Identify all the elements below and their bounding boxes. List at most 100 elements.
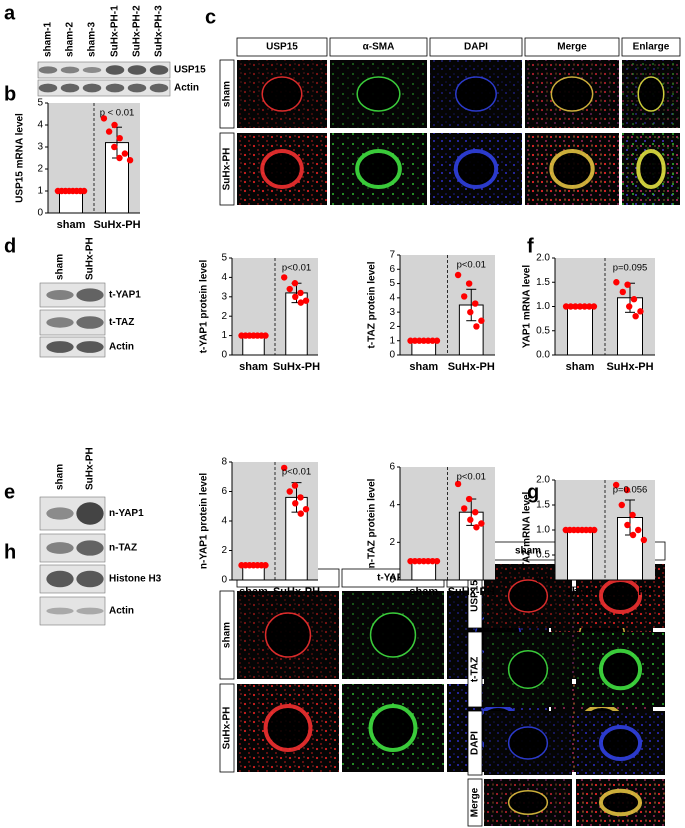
y-tick-label: 6: [221, 486, 227, 497]
data-point: [100, 115, 108, 122]
blot-row-label: Actin: [174, 83, 199, 94]
lane-label: sham: [55, 254, 66, 280]
blot-band: [38, 83, 58, 93]
blot-band: [149, 65, 169, 75]
row-header-label: USP15: [470, 580, 481, 612]
x-tick-label: SuHx-PH: [273, 361, 320, 373]
y-tick-label: 4: [389, 499, 395, 510]
blot-band: [46, 290, 74, 300]
data-point: [262, 332, 269, 339]
data-point: [297, 510, 304, 517]
data-point: [626, 303, 633, 310]
data-point: [635, 526, 642, 534]
data-point: [420, 557, 427, 565]
data-point: [612, 481, 620, 489]
y-axis-label: n-YAP1 protein level: [199, 473, 210, 570]
lane-label: SuHx-PH: [85, 237, 96, 280]
data-point: [407, 557, 414, 565]
data-point: [416, 337, 423, 344]
y-tick-label: 4: [389, 292, 395, 303]
annotation: p<0.01: [282, 263, 311, 274]
blot-band: [76, 288, 104, 302]
row-header-label: sham: [222, 622, 233, 648]
annotation: p=0.095: [613, 263, 648, 274]
blot-row-label: USP15: [174, 65, 206, 76]
data-point: [630, 296, 638, 303]
data-point: [465, 280, 473, 287]
y-tick-label: 0.5: [536, 325, 550, 336]
bar: [59, 190, 83, 214]
blot-row-label: t-TAZ: [109, 317, 134, 328]
data-point: [116, 135, 123, 142]
row-header-label: SuHx-PH: [222, 707, 233, 750]
y-tick-label: 0.5: [536, 550, 550, 561]
lane-label: SuHx-PH-1: [110, 5, 121, 57]
data-point: [590, 303, 598, 310]
data-point: [116, 154, 123, 162]
data-point: [478, 317, 485, 324]
y-tick-label: 0: [221, 575, 227, 586]
micro-vessel: [368, 704, 418, 752]
micro-vessel: [453, 149, 499, 189]
row-header: [219, 59, 235, 129]
data-point: [572, 303, 579, 310]
blot-band: [127, 65, 147, 75]
data-point: [424, 557, 432, 565]
x-tick-label: SuHx-PH: [606, 586, 653, 598]
y-tick-label: 2.0: [536, 253, 550, 264]
x-tick-label: sham: [239, 586, 268, 598]
y-tick-label: 0: [389, 575, 395, 586]
y-tick-label: 1.5: [536, 500, 550, 511]
x-tick-label: sham: [409, 586, 438, 598]
blot-row-label: Actin: [109, 606, 134, 617]
micro-vessel: [636, 149, 666, 189]
micro-vessel: [369, 612, 417, 658]
data-point: [297, 299, 304, 306]
blot-row-label: Actin: [109, 342, 134, 353]
data-point: [429, 557, 436, 565]
x-tick-label: SuHx-PH: [448, 361, 495, 373]
blot-band: [60, 83, 80, 93]
micro-vessel: [598, 725, 643, 761]
y-axis-label: n-TAZ protein level: [367, 478, 378, 568]
x-tick-label: SuHx-PH: [93, 219, 140, 231]
blot-band: [76, 316, 104, 329]
data-point: [292, 293, 299, 300]
y-tick-label: 0.0: [536, 350, 550, 361]
y-tick-label: 1: [221, 330, 227, 341]
y-tick-label: 6: [389, 462, 395, 473]
data-point: [619, 288, 626, 296]
micro-vessel: [264, 612, 312, 658]
y-tick-label: 6: [389, 264, 395, 275]
x-tick-label: sham: [57, 219, 86, 231]
blot-band: [46, 341, 74, 353]
annotation: p<0.01: [282, 467, 311, 478]
data-point: [473, 323, 480, 330]
data-point: [624, 521, 631, 529]
y-tick-label: 4: [221, 272, 227, 283]
data-point: [292, 500, 299, 507]
x-tick-label: sham: [566, 361, 595, 373]
row-header-label: t-TAZ: [470, 657, 481, 682]
blot-band: [46, 542, 74, 554]
data-point: [433, 557, 441, 565]
column-header-label: α-SMA: [363, 42, 395, 53]
column-header: [621, 37, 681, 57]
data-point: [291, 482, 299, 489]
data-point: [121, 150, 129, 157]
blot-band: [76, 540, 104, 556]
data-point: [624, 281, 631, 288]
row-header: [467, 778, 483, 827]
micro-vessel: [507, 790, 549, 815]
lane-label: SuHx-PH: [85, 447, 96, 490]
blot-strip: [39, 496, 106, 531]
y-tick-label: 4: [37, 120, 43, 131]
data-point: [632, 313, 639, 320]
micro-vessel: [550, 76, 594, 112]
data-point: [424, 337, 432, 344]
micro-vessel: [637, 76, 665, 112]
x-tick-label: SuHx-PH: [273, 586, 320, 598]
y-tick-label: 2: [37, 164, 43, 175]
row-header: [219, 590, 235, 680]
x-tick-label: SuHx-PH: [606, 361, 653, 373]
